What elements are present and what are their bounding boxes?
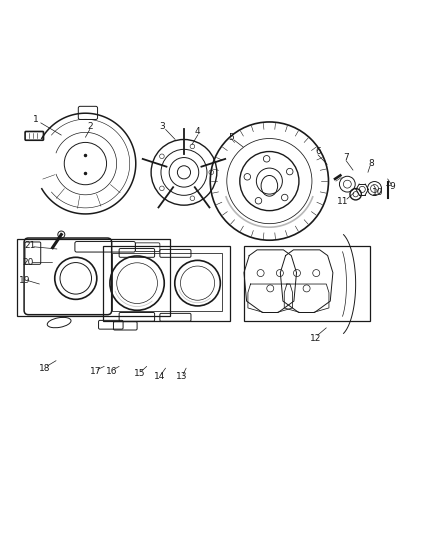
Text: 6: 6: [315, 147, 321, 156]
Text: 7: 7: [343, 154, 349, 163]
Text: 8: 8: [368, 159, 374, 168]
Text: 10: 10: [372, 189, 383, 197]
Bar: [112, 253, 222, 311]
Text: 4: 4: [194, 127, 200, 136]
Text: 13: 13: [176, 373, 187, 382]
Text: 11: 11: [337, 197, 348, 206]
Text: 19: 19: [19, 276, 31, 285]
Text: 16: 16: [106, 367, 117, 376]
Text: 18: 18: [39, 364, 50, 373]
Text: 21: 21: [24, 241, 35, 250]
Text: 14: 14: [154, 373, 166, 382]
Text: 9: 9: [389, 182, 395, 191]
Text: 12: 12: [310, 334, 321, 343]
Text: 5: 5: [228, 133, 234, 142]
Text: 2: 2: [87, 122, 92, 131]
Text: 15: 15: [134, 369, 146, 378]
Text: 3: 3: [159, 122, 165, 131]
Text: 1: 1: [33, 115, 39, 124]
Text: 17: 17: [90, 367, 101, 376]
Text: 20: 20: [23, 257, 34, 266]
